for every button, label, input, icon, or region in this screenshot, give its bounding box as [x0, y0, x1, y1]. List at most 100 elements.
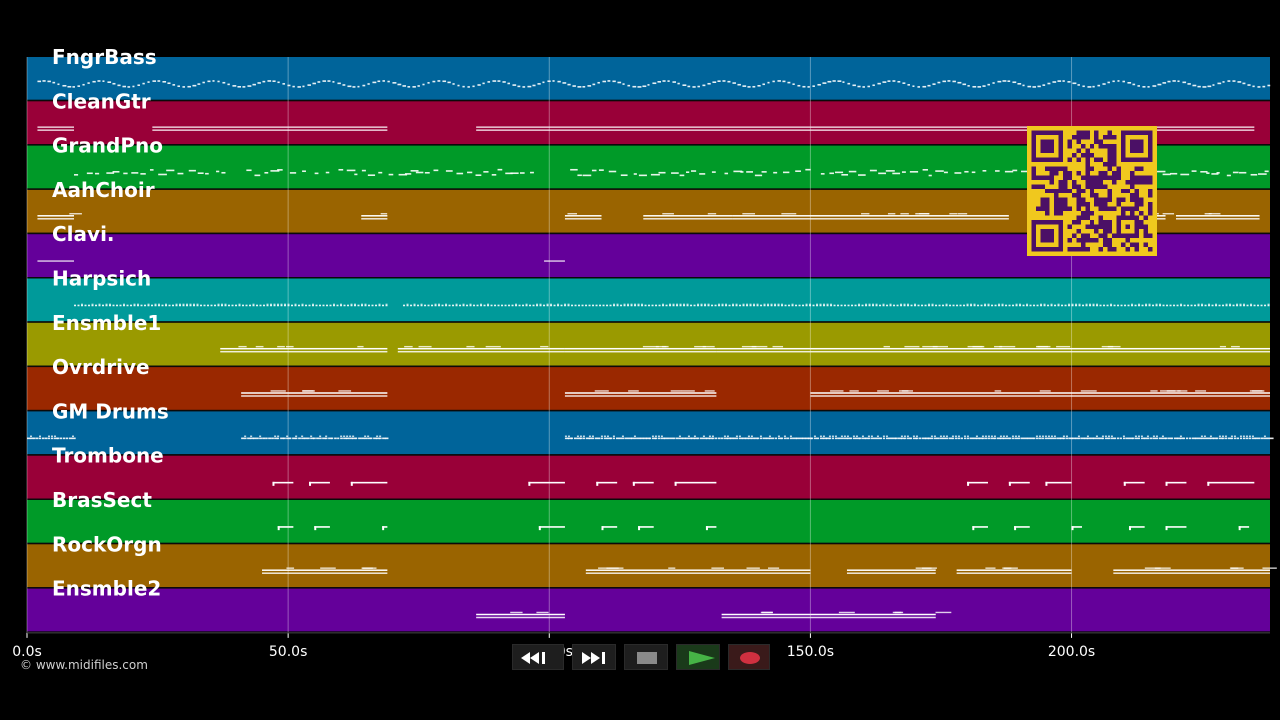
track-labels: FngrBass CleanGtr GrandPno AahChoir Clavi. Ha…: [52, 45, 169, 601]
note-segment: [544, 260, 565, 262]
note-segment: [1128, 526, 1145, 531]
note-segment: [972, 526, 988, 531]
note-segment: [1207, 481, 1255, 486]
lane-divider: [27, 454, 1270, 456]
note-events: [27, 80, 1277, 619]
note-segment: [74, 303, 388, 307]
lane-divider: [27, 277, 1270, 279]
note-segment: [810, 611, 952, 619]
tick-label: 0.0s: [12, 644, 42, 660]
qr-code: [1027, 126, 1157, 256]
tick-label: 150.0s: [787, 644, 834, 660]
note-segment: [309, 481, 330, 486]
note-segment: [810, 345, 1270, 353]
note-segment: [564, 390, 717, 397]
record-button[interactable]: [728, 644, 770, 670]
track-label: GrandPno: [52, 134, 163, 158]
note-segment: [564, 345, 717, 353]
track-lane: [27, 322, 1270, 366]
lane-divider: [27, 188, 1270, 190]
lane-divider: [27, 99, 1270, 102]
note-segment: [810, 390, 1270, 397]
track-lane: [27, 500, 1270, 543]
track-label: BrasSect: [52, 488, 152, 512]
lane-divider: [27, 542, 1270, 545]
note-segment: [638, 526, 654, 531]
note-segment: [220, 345, 388, 353]
lane-divider: [27, 144, 1270, 146]
note-segment: [1175, 213, 1260, 220]
note-segment: [74, 169, 226, 176]
note-segment: [272, 481, 294, 486]
note-segment: [262, 567, 388, 574]
note-segment: [732, 213, 1009, 220]
note-segment: [37, 260, 75, 262]
track-lane: [27, 455, 1270, 499]
note-segment: [596, 481, 618, 486]
note-segment: [382, 526, 388, 531]
note-segment: [1071, 526, 1082, 531]
track-lane: [27, 367, 1270, 410]
note-segment: [1165, 481, 1187, 486]
note-segment: [397, 345, 565, 353]
track-label: Harpsich: [52, 267, 151, 291]
note-segment: [1008, 481, 1030, 486]
track-label: FngrBass: [52, 45, 157, 69]
rewind-icon: [521, 652, 545, 664]
track-lane: [27, 411, 1270, 455]
track-lane: [27, 57, 1270, 100]
track-label: RockOrgn: [52, 532, 162, 556]
fast-forward-icon: [582, 652, 605, 664]
note-segment: [564, 213, 602, 220]
rewind-button[interactable]: [512, 644, 564, 670]
note-segment: [564, 435, 1274, 440]
lane-divider: [27, 321, 1270, 323]
play-button[interactable]: [676, 644, 720, 670]
stop-icon: [637, 652, 657, 664]
track-label: Ovrdrive: [52, 355, 150, 379]
note-segment: [716, 345, 811, 353]
note-segment: [1113, 567, 1277, 574]
lane-divider: [27, 631, 1270, 633]
note-segment: [846, 567, 937, 574]
note-segment: [476, 126, 811, 131]
track-label: AahChoir: [52, 178, 155, 202]
track-label: CleanGtr: [52, 89, 151, 113]
track-label: Clavi.: [52, 222, 115, 246]
stop-button[interactable]: [624, 644, 668, 670]
note-segment: [403, 303, 1270, 307]
note-segment: [632, 481, 654, 486]
note-segment: [643, 213, 733, 220]
track-label: Ensmble1: [52, 311, 161, 335]
note-segment: [1238, 526, 1250, 531]
lane-divider: [27, 409, 1270, 412]
note-segment: [570, 168, 811, 177]
note-segment: [585, 567, 811, 574]
note-segment: [1123, 481, 1145, 486]
tick-label: 50.0s: [269, 644, 307, 660]
note-segment: [528, 481, 565, 486]
track-label: Ensmble2: [52, 577, 161, 601]
tick-label: 200.0s: [1048, 644, 1095, 660]
transport-controls: [510, 644, 770, 670]
note-segment: [241, 390, 388, 397]
note-segment: [705, 526, 717, 531]
lane-divider: [27, 365, 1270, 368]
note-segment: [27, 435, 76, 440]
note-segment: [277, 526, 294, 531]
play-icon: [689, 651, 715, 665]
note-segment: [314, 526, 330, 531]
note-segment: [37, 80, 1271, 88]
note-segment: [246, 168, 534, 177]
note-segment: [476, 611, 565, 619]
note-segment: [241, 435, 389, 440]
record-icon: [740, 652, 760, 664]
track-lane: [27, 278, 1270, 322]
note-segment: [1014, 526, 1030, 531]
track-label: Trombone: [52, 444, 164, 468]
lane-divider: [27, 498, 1270, 500]
fast-forward-button[interactable]: [572, 644, 616, 670]
copyright-notice: © www.midifiles.com: [20, 658, 148, 672]
note-segment: [956, 567, 1072, 574]
